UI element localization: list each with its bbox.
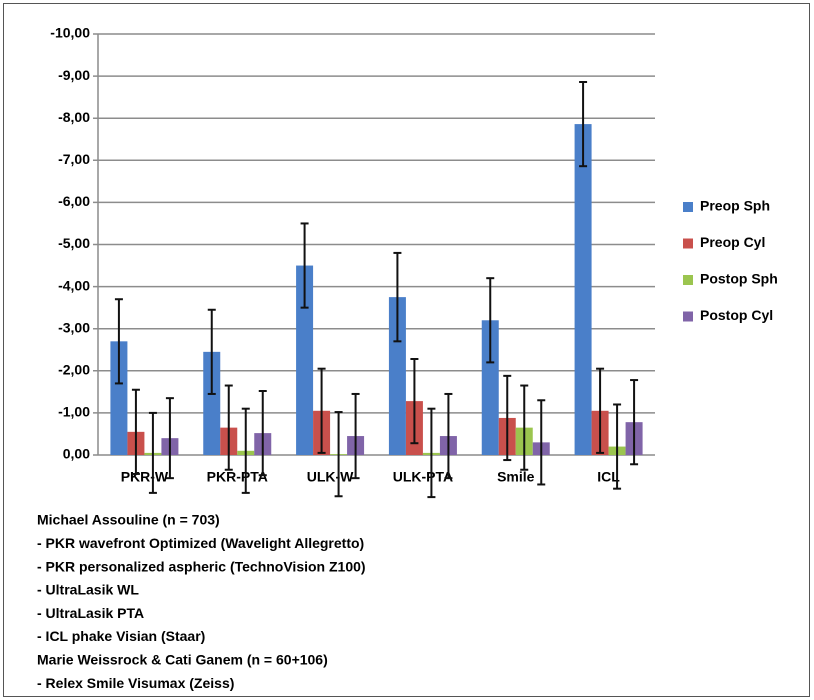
y-tick-label: -5,00: [58, 235, 90, 251]
error-bar: [131, 388, 140, 475]
x-tick-label: ULK-PTA: [393, 469, 453, 485]
y-tick-label: -4,00: [58, 277, 90, 293]
error-bar: [596, 367, 605, 454]
error-bar: [224, 384, 233, 471]
legend-label: Postop Cyl: [700, 307, 773, 323]
error-bar: [351, 392, 360, 480]
legend-swatch: [683, 311, 693, 322]
error-bar: [520, 384, 529, 471]
note-line: - Relex Smile Visumax (Zeiss): [37, 675, 234, 691]
note-line: Michael Assouline (n = 703): [37, 512, 220, 528]
error-bar: [427, 407, 436, 499]
x-tick-label: PKR-PTA: [207, 469, 268, 485]
error-bar: [444, 392, 453, 480]
error-bar: [114, 298, 123, 385]
y-tick-label: -3,00: [58, 319, 90, 335]
y-tick-label: -6,00: [58, 193, 90, 209]
legend-swatch: [683, 238, 693, 249]
bar: [296, 265, 314, 455]
y-tick-label: 0,00: [63, 446, 90, 462]
note-line: - UltraLasik WL: [37, 582, 139, 598]
x-tick-label: ULK-W: [307, 469, 354, 485]
legend-swatch: [683, 275, 693, 285]
error-bar: [165, 397, 174, 480]
x-tick-label: Smile: [497, 469, 535, 485]
error-bar: [537, 399, 546, 486]
y-tick-label: -2,00: [58, 362, 90, 378]
frame: [3, 3, 810, 697]
legend-label: Preop Cyl: [700, 234, 765, 250]
error-bar: [300, 222, 309, 309]
error-bar: [486, 277, 495, 364]
bar: [203, 351, 221, 455]
bar: [481, 320, 499, 455]
bar: [388, 297, 406, 455]
y-tick-label: -10,00: [50, 25, 90, 41]
error-bar: [317, 367, 326, 454]
x-tick-label: ICL: [597, 469, 620, 485]
note-line: - PKR personalized aspheric (TechnoVisio…: [37, 558, 366, 574]
x-tick-label: PKR-W: [121, 469, 169, 485]
y-tick-label: -9,00: [58, 67, 90, 83]
error-bar: [241, 407, 250, 494]
error-bar: [393, 251, 402, 343]
error-bar: [334, 411, 343, 498]
error-bar: [630, 379, 639, 466]
bar: [110, 341, 128, 455]
note-line: - ICL phake Visian (Staar): [37, 628, 205, 644]
note-line: Marie Weissrock & Cati Ganem (n = 60+106…: [37, 652, 328, 668]
error-bar: [579, 80, 588, 168]
note-line: - PKR wavefront Optimized (Wavelight All…: [37, 535, 364, 551]
note-line: - UltraLasik PTA: [37, 605, 144, 621]
y-tick-label: -7,00: [58, 151, 90, 167]
error-bar: [410, 358, 419, 445]
y-tick-label: -8,00: [58, 109, 90, 125]
error-bar: [207, 308, 216, 395]
legend-swatch: [683, 202, 693, 212]
error-bar: [148, 411, 157, 494]
error-bar: [613, 403, 622, 490]
legend-label: Preop Sph: [700, 198, 770, 214]
y-tick-label: -1,00: [58, 404, 90, 420]
error-bar: [503, 374, 512, 462]
bar: [574, 124, 592, 456]
legend-label: Postop Sph: [700, 271, 778, 287]
error-bar: [258, 390, 267, 477]
